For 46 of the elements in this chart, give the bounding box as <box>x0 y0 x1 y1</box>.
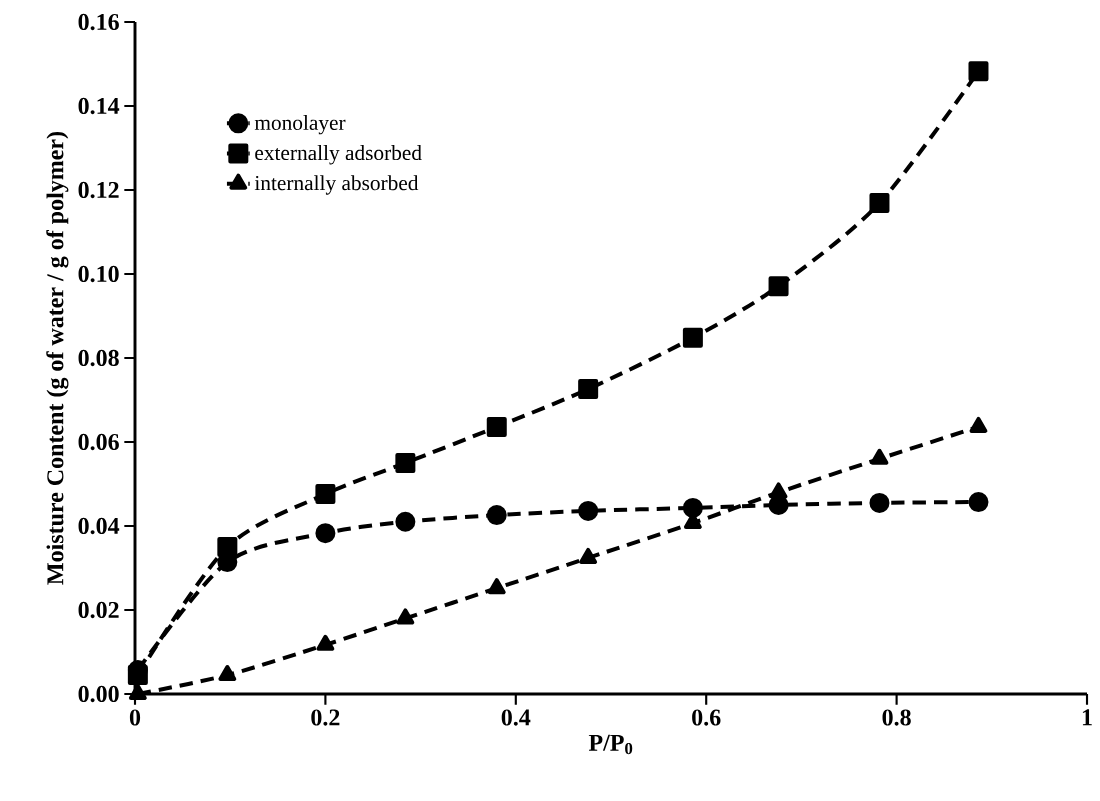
x-tick-label: 1 <box>1082 709 1092 726</box>
point <box>578 379 599 400</box>
x-tick-label: 0.8 <box>882 709 911 726</box>
point <box>315 523 336 544</box>
point <box>127 665 148 686</box>
y-tick-label: 0.00 <box>78 685 119 703</box>
point <box>682 497 703 518</box>
point <box>487 578 506 595</box>
point <box>578 500 599 521</box>
point <box>769 482 788 499</box>
point <box>579 547 598 564</box>
point <box>316 634 335 651</box>
x-tick-label: 0.6 <box>692 709 721 726</box>
y-tick-label: 0.08 <box>78 349 119 367</box>
point <box>486 416 507 437</box>
point <box>315 484 336 505</box>
point <box>870 448 889 465</box>
point <box>968 492 989 513</box>
point <box>768 495 789 515</box>
legend-label: monolayer <box>254 114 346 135</box>
point <box>968 61 989 82</box>
y-tick-label: 0.10 <box>78 265 119 283</box>
y-axis-title: Moisture Content (g of water / g of polymer) <box>46 132 69 585</box>
y-tick-label: 0.14 <box>78 97 120 115</box>
point <box>218 665 237 682</box>
point <box>395 453 416 473</box>
x-tick-label: 0.2 <box>311 709 340 726</box>
y-tick-label: 0.06 <box>78 433 119 451</box>
y-tick-label: 0.12 <box>78 181 119 199</box>
y-tick-label: 0.04 <box>78 517 120 535</box>
point <box>128 684 147 700</box>
point <box>486 505 507 526</box>
x-axis-title: P/P$_{0}$ <box>588 734 633 755</box>
y-tick-label: 0.02 <box>78 601 119 619</box>
point <box>217 537 238 557</box>
legend-label: externally adsorbed <box>255 145 422 165</box>
point <box>395 511 416 532</box>
y-tick-label: 0.16 <box>78 13 119 31</box>
point <box>768 276 789 297</box>
x-tick-label: 0 <box>129 709 141 726</box>
point <box>869 193 890 214</box>
x-tick-label: 0.4 <box>501 709 531 726</box>
point <box>396 608 415 625</box>
legend-label: internally absorbed <box>254 175 419 195</box>
point <box>869 492 890 513</box>
point <box>682 327 703 348</box>
